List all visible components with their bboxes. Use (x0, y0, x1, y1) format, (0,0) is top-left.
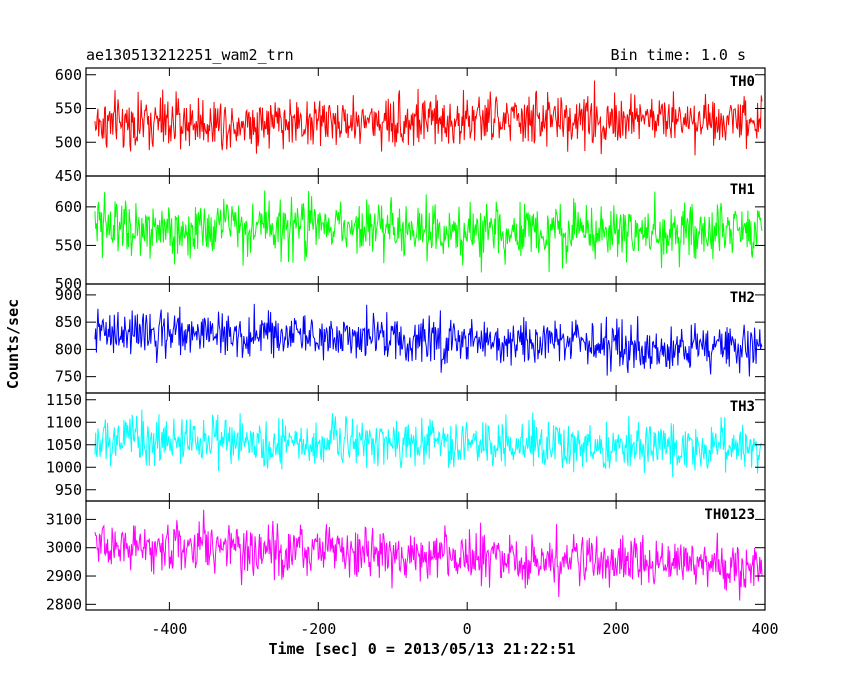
y-tick-label: 850 (55, 313, 82, 331)
x-tick-label: 400 (751, 620, 778, 638)
y-axis-label: Counts/sec (4, 299, 22, 389)
chart-title: ae130513212251_wam2_trn (86, 46, 294, 64)
y-tick-label: 500 (55, 275, 82, 293)
series-line-th0 (94, 80, 763, 156)
panel-th0: 450 500 550 600 TH0 (55, 66, 766, 185)
series-line-th0123 (94, 509, 763, 601)
series-line-th3 (94, 409, 763, 478)
x-tick-label: 0 (463, 620, 472, 638)
y-tick-label: 2900 (46, 567, 82, 585)
y-tick-label: 3100 (46, 510, 82, 528)
x-tick-label: 200 (603, 620, 630, 638)
y-tick-label: 450 (55, 167, 82, 185)
panel-th1: 500 550 600 TH1 (55, 175, 766, 293)
y-tick-label: 550 (55, 100, 82, 118)
y-tick-label: 1000 (46, 458, 82, 476)
panel-th3: 950 1000 1050 1100 1150 TH3 (46, 391, 766, 502)
panel-label-th0: TH0 (730, 74, 755, 90)
panel-label-th3: TH3 (730, 399, 755, 415)
y-tick-label: 2800 (46, 595, 82, 613)
x-tick-label: -200 (300, 620, 336, 638)
y-tick-label: 500 (55, 133, 82, 151)
panel-label-th2: TH2 (730, 290, 755, 306)
panel-th2: 750 800 850 900 TH2 (55, 283, 766, 394)
x-axis: -400 -200 0 200 400 (151, 620, 778, 638)
panel-label-th0123: TH0123 (704, 507, 755, 523)
panel-label-th1: TH1 (730, 182, 755, 198)
x-tick-label: -400 (151, 620, 187, 638)
y-tick-label: 3000 (46, 539, 82, 557)
y-tick-label: 950 (55, 481, 82, 499)
series-line-th2 (94, 303, 763, 377)
y-tick-label: 1150 (46, 391, 82, 409)
series-line-th1 (94, 190, 763, 273)
y-tick-label: 1050 (46, 436, 82, 454)
y-tick-label: 900 (55, 286, 82, 304)
bin-time-label: Bin time: 1.0 s (611, 46, 746, 64)
panels-group: 450 500 550 600 TH0 500 550 600 TH1 750 800 850 900 T… (46, 66, 766, 613)
y-tick-label: 550 (55, 236, 82, 254)
panel-th0123: 2800 2900 3000 3100 TH0123 (46, 500, 766, 613)
y-tick-label: 800 (55, 340, 82, 358)
y-tick-label: 600 (55, 198, 82, 216)
panel-frame (85, 500, 766, 611)
y-tick-label: 750 (55, 368, 82, 386)
y-tick-label: 1100 (46, 413, 82, 431)
y-tick-label: 600 (55, 66, 82, 84)
x-axis-label: Time [sec] 0 = 2013/05/13 21:22:51 (268, 640, 575, 658)
